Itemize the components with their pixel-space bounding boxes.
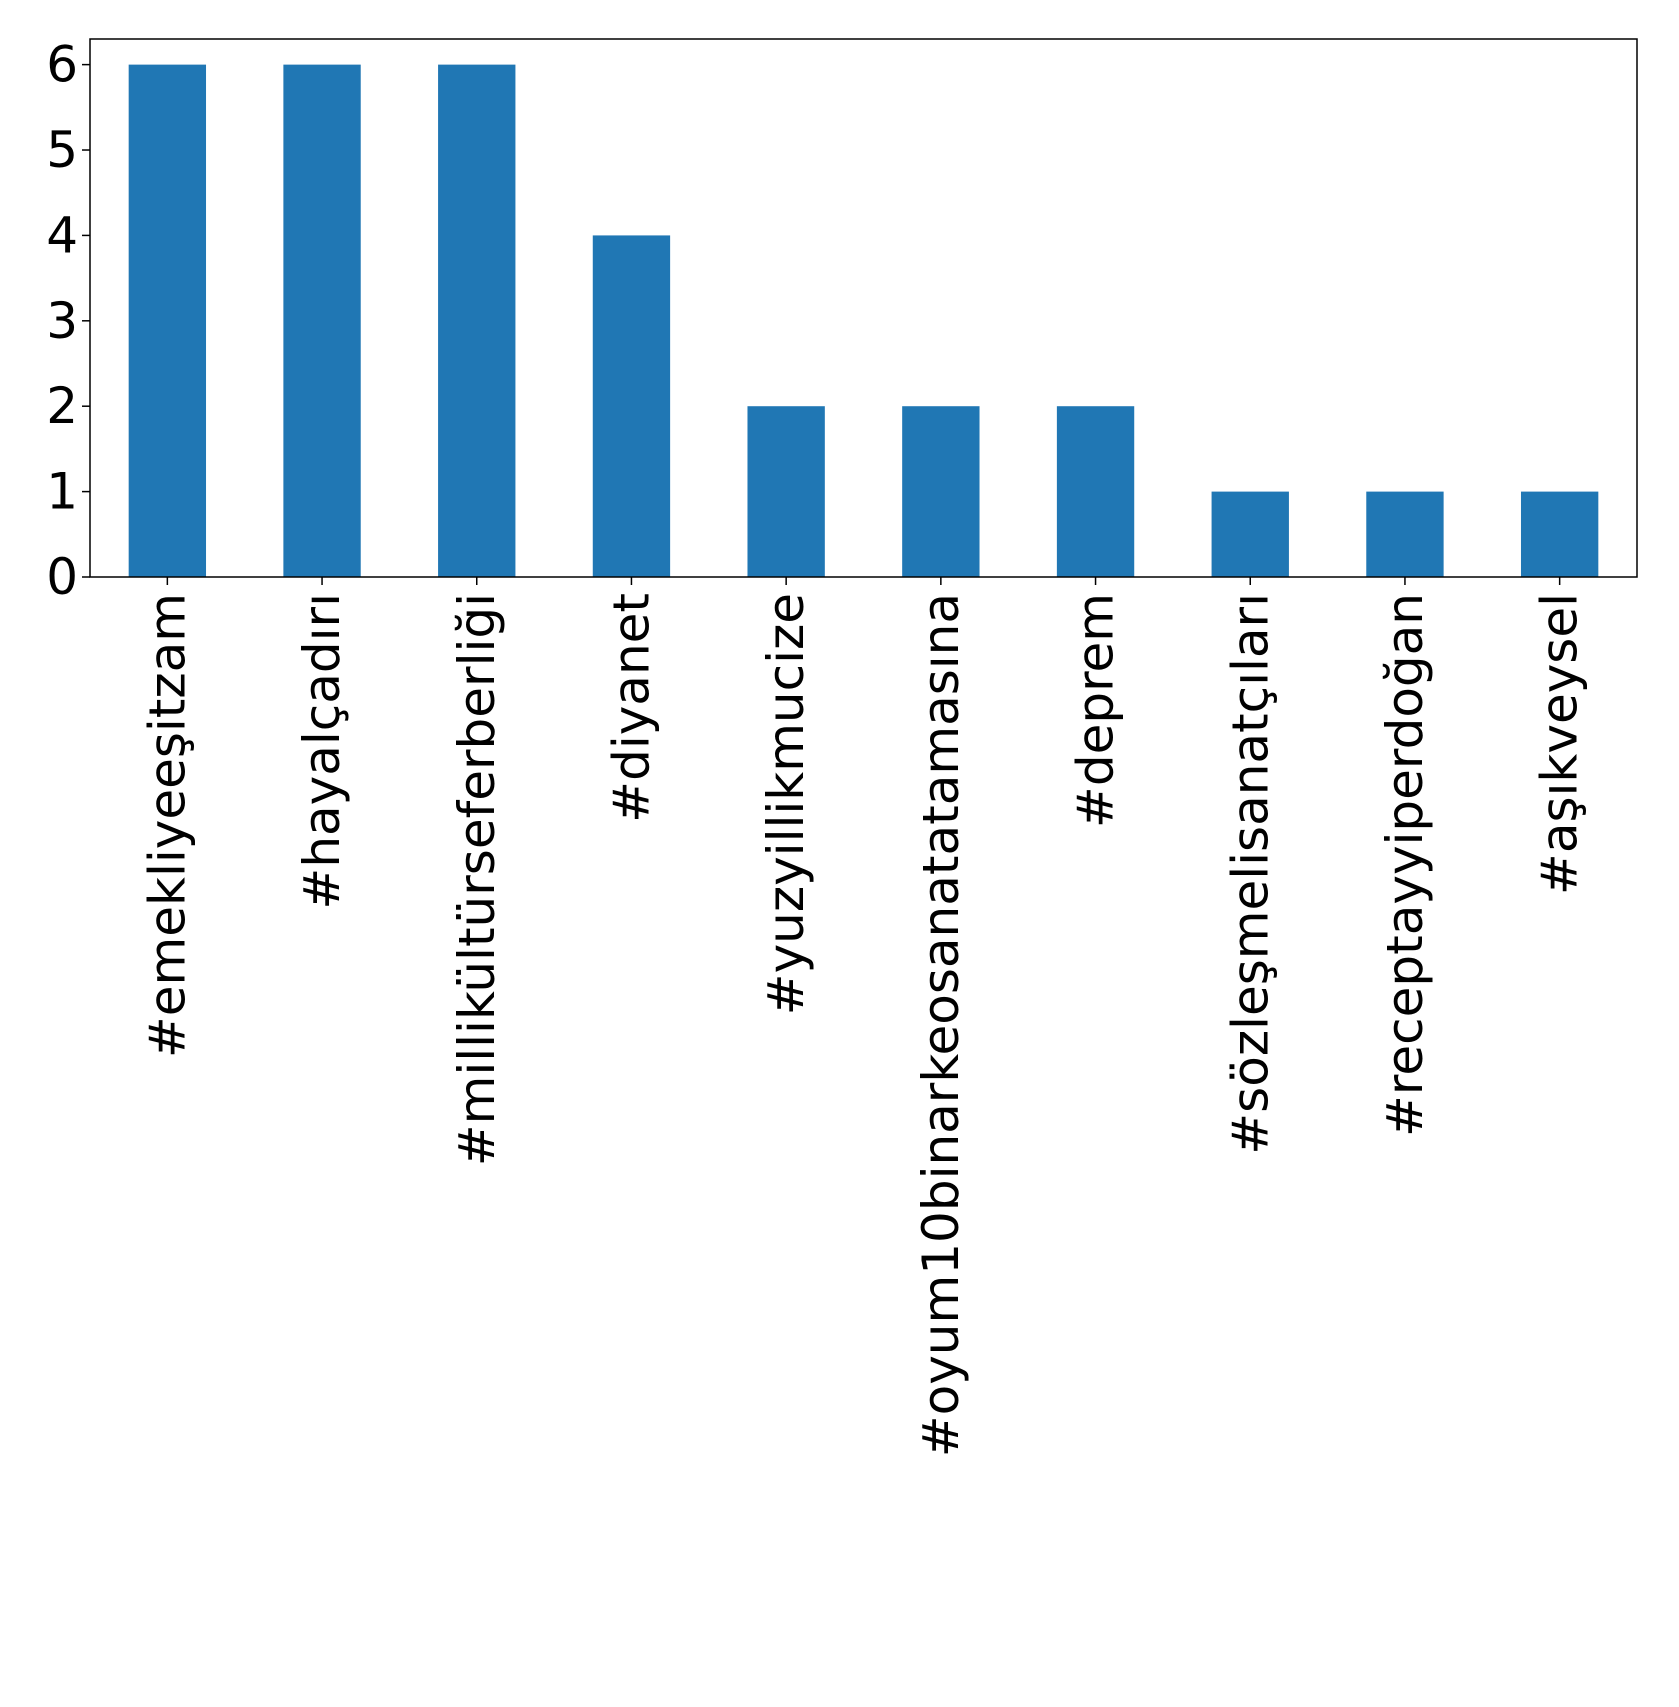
x-tick-label: #oyum10binarkeosanatatamasına (912, 593, 970, 1457)
y-tick-label: 4 (46, 206, 78, 264)
bar (1520, 491, 1599, 577)
y-tick-label: 1 (46, 463, 78, 521)
bar (1366, 491, 1444, 577)
bar (747, 406, 825, 577)
y-tick-label: 0 (46, 548, 78, 606)
y-tick-label: 6 (46, 36, 78, 94)
bar (592, 235, 671, 577)
x-tick-label: #receptayyiperdoğan (1376, 593, 1434, 1137)
x-tick-label: #aşıkveysel (1531, 593, 1589, 895)
x-axis: #emekliyeeşitzam #hayalçadırı #millikültür… (138, 577, 1589, 1457)
y-tick-label: 5 (46, 121, 78, 179)
y-tick-label: 3 (46, 292, 78, 350)
bar (283, 64, 361, 578)
x-tick-label: #diyanet (602, 593, 660, 823)
x-tick-label: #yuzyillikmucize (757, 593, 815, 1015)
y-tick-label: 2 (46, 377, 78, 435)
bar (1056, 406, 1135, 577)
x-tick-label: #millikültürseferberliği (448, 593, 506, 1166)
x-tick-label: #emekliyeeşitzam (138, 593, 196, 1058)
bar (438, 64, 516, 578)
x-tick-label: #hayalçadırı (293, 593, 351, 910)
y-axis: 0 1 2 3 4 5 6 (46, 36, 90, 606)
bar (1211, 491, 1289, 577)
bar (902, 406, 980, 577)
plot-frame (89, 38, 1638, 578)
bars-group (128, 64, 1599, 578)
bar (128, 64, 207, 578)
x-tick-label: #sözleşmelisanatçıları (1221, 593, 1279, 1155)
x-tick-label: #deprem (1067, 593, 1125, 828)
